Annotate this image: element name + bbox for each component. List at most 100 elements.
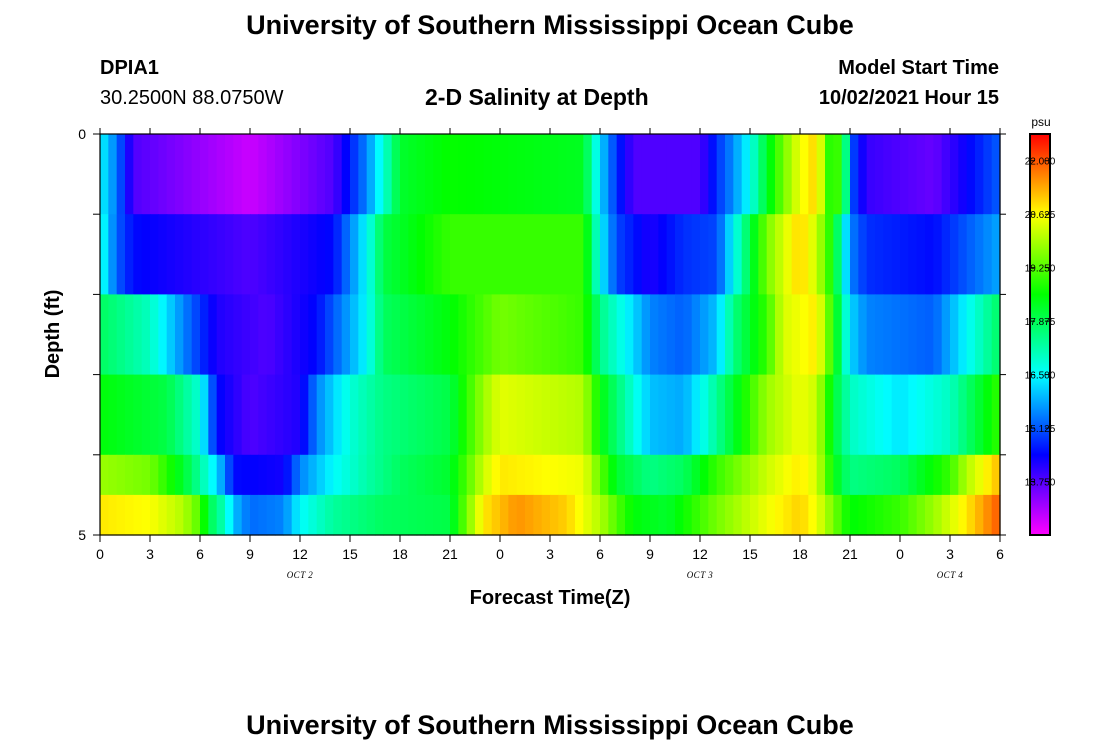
heatmap-cell [266, 214, 276, 295]
heatmap-cell [466, 494, 476, 536]
heatmap-cell [750, 494, 759, 536]
heatmap-cell [641, 374, 651, 456]
heatmap-cell [533, 454, 543, 496]
heatmap-cell [550, 454, 559, 496]
heatmap-cell [491, 494, 501, 536]
heatmap-cell [350, 454, 359, 496]
heatmap-cell [158, 294, 168, 376]
heatmap-cell [191, 134, 201, 215]
model-start-time: 10/02/2021 Hour 15 [818, 87, 999, 109]
heatmap-cell [391, 214, 401, 295]
heatmap-cell [700, 294, 709, 376]
heatmap-cell [391, 454, 401, 496]
heatmap-cell [458, 374, 468, 456]
heatmap-cell [208, 134, 218, 215]
heatmap-cell [508, 374, 518, 456]
heatmap-cell [650, 454, 659, 496]
heatmap-cell [866, 134, 876, 215]
heatmap-cell [625, 374, 634, 456]
colorbar: 22.000 20.625 19.250 17.875 16.500 15.125 13.7… [1025, 133, 1056, 536]
heatmap-cell [766, 134, 776, 215]
heatmap-cell [758, 454, 768, 496]
heatmap-cell [241, 214, 251, 295]
heatmap-cell [883, 454, 893, 496]
heatmap-cell [575, 374, 584, 456]
heatmap-cell [950, 214, 959, 295]
heatmap-cell [900, 494, 909, 536]
heatmap-cell [791, 214, 801, 295]
heatmap-cell [966, 294, 976, 376]
heatmap-cell [283, 454, 293, 496]
heatmap-cell [983, 214, 993, 295]
heatmap-cell [508, 214, 518, 295]
heatmap-cell [508, 494, 518, 536]
heatmap-cell [633, 454, 643, 496]
heatmap-cell [425, 134, 434, 215]
heatmap-cell [300, 494, 309, 536]
heatmap-cell [841, 294, 851, 376]
heatmap-cell [775, 374, 784, 456]
heatmap-cell [416, 374, 426, 456]
heatmap-cell [858, 214, 868, 295]
heatmap-cell [958, 134, 968, 215]
heatmap-cell [366, 134, 376, 215]
heatmap-cell [766, 294, 776, 376]
heatmap-cell [300, 454, 309, 496]
colorbar-tick-label: 17.875 [1025, 317, 1056, 328]
heatmap-cell [300, 294, 309, 376]
heatmap-cell [458, 454, 468, 496]
heatmap-cell [516, 454, 526, 496]
heatmap-cell [516, 134, 526, 215]
heatmap-cell [141, 294, 151, 376]
heatmap-cell [375, 294, 384, 376]
heatmap-cell [283, 494, 293, 536]
heatmap-cell [666, 134, 676, 215]
heatmap-cell [966, 374, 976, 456]
heatmap-cell [400, 294, 409, 376]
heatmap-cell [275, 214, 284, 295]
heatmap-cell [291, 454, 301, 496]
heatmap-cell [825, 374, 834, 456]
heatmap-cell [725, 214, 734, 295]
heatmap-cell [775, 494, 784, 536]
heatmap-cell [941, 454, 951, 496]
heatmap-cell [433, 134, 443, 215]
heatmap-cell [991, 134, 1001, 215]
heatmap-cell [408, 134, 418, 215]
heatmap-cell [300, 214, 309, 295]
heatmap-cell [333, 134, 343, 215]
heatmap-cell [183, 494, 193, 536]
heatmap-cell [158, 494, 168, 536]
heatmap-cell [191, 294, 201, 376]
heatmap-cell [425, 494, 434, 536]
heatmap-cell [591, 454, 601, 496]
heatmap-cell [441, 214, 451, 295]
heatmap-cell [708, 374, 718, 456]
heatmap-cell [775, 454, 784, 496]
heatmap-cell [158, 374, 168, 456]
heatmap-cell [825, 214, 834, 295]
heatmap-cell [500, 494, 509, 536]
heatmap-cell [433, 294, 443, 376]
heatmap-cell [291, 294, 301, 376]
heatmap-cell [233, 134, 243, 215]
heatmap-cell [425, 214, 434, 295]
heatmap-cell [558, 134, 568, 215]
heatmap-cell [200, 134, 209, 215]
colorbar-tick-label: 15.125 [1025, 424, 1056, 435]
heatmap-cell [883, 374, 893, 456]
heatmap-cell [141, 374, 151, 456]
heatmap-cell [358, 214, 368, 295]
heatmap-cell [933, 134, 943, 215]
heatmap-cell [450, 294, 459, 376]
heatmap-cell [633, 294, 643, 376]
heatmap-cell [775, 294, 784, 376]
heatmap-cell [341, 494, 351, 536]
heatmap-cell [175, 374, 184, 456]
heatmap-cell [733, 214, 743, 295]
heatmap-cell [816, 454, 826, 496]
heatmap-cell [675, 494, 684, 536]
heatmap-cell [475, 454, 484, 496]
heatmap-cell [725, 454, 734, 496]
heatmap-cell [458, 214, 468, 295]
